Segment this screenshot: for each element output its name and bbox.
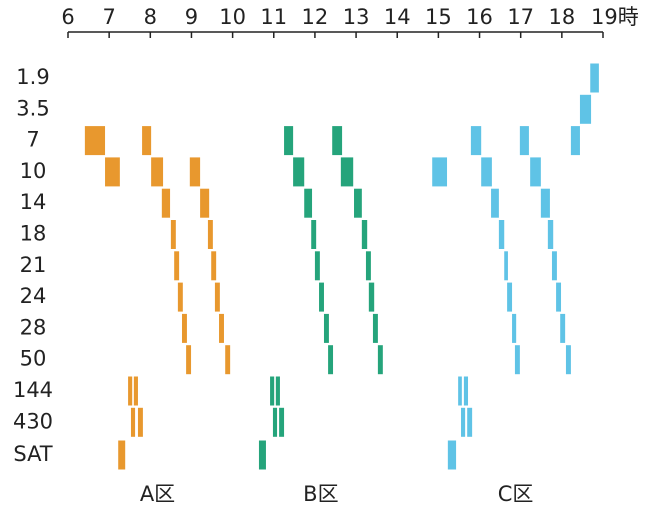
schedule-bar [332,126,343,156]
row-label: 430 [13,409,53,433]
schedule-bar [272,407,278,437]
schedule-bar [377,345,383,375]
schedule-bar [519,126,529,156]
schedule-bar [547,220,554,249]
schedule-bar [133,376,138,406]
schedule-bar [530,157,541,187]
x-tick-label: 17 [507,5,534,29]
schedule-bar [177,282,183,312]
schedule-bar [470,126,482,156]
schedule-bar [130,407,136,437]
schedule-bar [458,376,462,406]
schedule-bar [200,188,210,218]
schedule-bar [105,157,120,187]
schedule-bar [447,440,457,470]
row-label: 50 [20,347,47,371]
x-tick-label: 14 [384,5,411,29]
schedule-bar [304,188,313,218]
schedule-bar [590,63,599,93]
group-label: C区 [498,482,534,506]
row-label: SAT [13,442,52,466]
x-tick-label: 11 [260,5,287,29]
schedule-bar [551,251,557,281]
schedule-bar [467,407,473,437]
x-tick-label: 15 [425,5,452,29]
schedule-bar [504,251,508,281]
row-label: 14 [20,190,47,214]
schedule-bar [372,313,378,343]
row-label: 18 [20,222,47,246]
schedule-bar [328,345,334,375]
schedule-bar [151,157,164,187]
group-label: A区 [140,482,175,506]
row-label: 1.9 [16,65,49,89]
row-label: 3.5 [16,96,49,120]
schedule-bar [174,251,180,281]
row-label: 28 [20,315,47,339]
schedule-bar [560,313,566,343]
group-label: B区 [303,482,338,506]
schedule-bar [270,376,275,406]
schedule-bar [258,440,266,470]
schedule-bar [361,220,368,249]
schedule-bar [137,407,143,437]
schedule-bar [170,220,176,249]
schedule-bar [556,282,562,312]
schedule-bar [311,220,317,249]
schedule-bar [186,345,192,375]
row-label: 7 [26,128,39,152]
schedule-bar [432,157,448,187]
schedule-bar [279,407,285,437]
x-tick-label: 18 [548,5,575,29]
schedule-bar [207,220,213,249]
row-label: 144 [13,378,53,402]
x-tick-label: 10 [219,5,246,29]
schedule-bar [498,220,505,249]
schedule-bar [118,440,126,470]
x-tick-label: 8 [144,5,157,29]
schedule-bar [323,313,329,343]
schedule-bar [514,345,520,375]
x-tick-label: 7 [102,5,115,29]
schedule-bar [293,157,305,187]
x-tick-label: 6 [61,5,74,29]
schedule-bar [284,126,294,156]
schedule-bar [219,313,224,343]
schedule-bar [354,188,362,218]
schedule-bar [463,376,469,406]
schedule-bar [340,157,354,187]
x-tick-label: 16 [466,5,493,29]
schedule-bar [128,376,133,406]
schedule-bar [565,345,571,375]
schedule-bar [214,282,220,312]
schedule-bar [84,126,106,156]
row-label: 21 [20,253,47,277]
row-label: 10 [20,159,47,183]
schedule-bar [507,282,513,312]
schedule-bar [512,313,517,343]
schedule-bar [570,126,580,156]
x-tick-label: 12 [302,5,329,29]
schedule-bar [189,157,201,187]
schedule-bar [181,313,187,343]
schedule-bar [275,376,280,406]
row-label: 24 [20,284,47,308]
x-tick-label: 19時 [591,5,639,29]
schedule-bar [365,251,371,281]
schedule-bar [211,251,217,281]
schedule-bar [461,407,466,437]
schedule-bar [142,126,152,156]
schedule-bar [368,282,375,312]
schedule-bar [319,282,324,312]
schedule-bar [491,188,499,218]
schedule-bar [579,94,592,124]
schedule-bar [481,157,492,187]
schedule-bar [540,188,550,218]
schedule-bar [161,188,171,218]
schedule-bar [314,251,320,281]
x-tick-label: 9 [185,5,198,29]
x-tick-label: 13 [343,5,370,29]
schedule-bar [225,345,231,375]
